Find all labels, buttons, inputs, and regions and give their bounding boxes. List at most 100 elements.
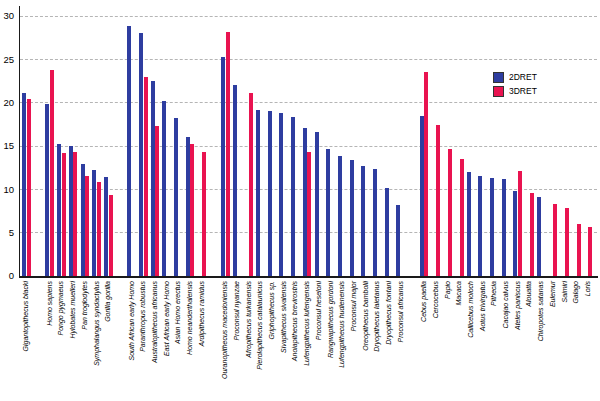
bar-3dret [50, 70, 54, 276]
bar-3dret [202, 152, 206, 276]
x-category-label: Australopithecus africanus [151, 281, 159, 363]
legend-label-2dret: 2DRET [509, 72, 537, 82]
x-category-label: Pongo pygmaeus [57, 281, 65, 335]
bar-2dret [490, 178, 494, 276]
x-category-label: Cercocebus [432, 281, 440, 318]
x-category-label: Dryopithecus fontani [385, 281, 393, 345]
bar-2dret [256, 110, 260, 276]
bar-2dret [502, 179, 506, 276]
bar-3dret [249, 93, 253, 276]
bar-2dret [127, 26, 131, 276]
bar-3dret [530, 193, 534, 276]
bar-2dret [186, 137, 190, 276]
gridline-25 [20, 59, 597, 60]
bar-2dret [315, 132, 319, 276]
x-axis-line [19, 276, 598, 278]
bar-3dret [553, 204, 557, 276]
x-category-label: Saimiri [561, 281, 569, 302]
y-tick-label: 5 [0, 228, 14, 238]
bar-2dret [279, 113, 283, 276]
bar-3dret [144, 77, 148, 276]
bar-3dret [190, 144, 194, 276]
bar-2dret [338, 156, 342, 276]
bar-3dret [109, 195, 113, 276]
bar-2dret [268, 111, 272, 276]
bar-3dret [97, 182, 101, 276]
bar-3dret [85, 176, 89, 276]
bar-3dret [460, 159, 464, 276]
x-category-label: Ouranopithecus macedoniensis [221, 281, 229, 379]
bar-3dret [155, 126, 159, 276]
bar-2dret [57, 144, 61, 276]
x-category-label: Proconsul nyanzae [233, 281, 241, 341]
bar-2dret [361, 166, 365, 276]
bar-2dret [303, 128, 307, 276]
x-category-label: Loris [584, 281, 592, 296]
gridline-15 [20, 146, 597, 147]
bar-2dret [396, 205, 400, 276]
bar-3dret [226, 32, 230, 276]
x-category-label: Chiropotes satanas [537, 281, 545, 341]
bar-3dret [588, 227, 592, 276]
x-category-label: Ardipithecus ramidus [198, 281, 206, 346]
y-tick-label: 15 [0, 141, 14, 151]
x-category-label: Hylobates muelleri [69, 281, 77, 339]
bar-2dret [291, 117, 295, 276]
bar-2dret [513, 191, 517, 276]
x-category-label: Alouatta [525, 281, 533, 307]
bar-2dret [420, 116, 424, 276]
x-category-label: Callicebus moloch [467, 281, 475, 338]
x-category-label: Papio [444, 281, 452, 299]
y-axis-line [19, 6, 21, 278]
x-category-label: Asian Homo erectus [174, 281, 182, 344]
x-category-label: Homo sapiens [46, 281, 54, 326]
x-category-label: Griphopithecus sp. [268, 281, 276, 339]
bar-2dret [45, 104, 49, 276]
bar-2dret [350, 160, 354, 276]
bar-2dret [373, 169, 377, 276]
x-category-label: South African early Homo [128, 281, 136, 361]
x-category-label: Cebus paella [420, 281, 428, 322]
x-category-label: Proconsul africanus [397, 281, 405, 342]
gridline-30 [20, 16, 597, 17]
bar-2dret [92, 170, 96, 276]
x-category-label: Pierolapithecus catalaunicus [256, 281, 264, 370]
bar-3dret [577, 224, 581, 276]
x-category-label: Lufengpithecus lufengensis [303, 281, 311, 366]
x-category-label: Symphalangus syndactylus [93, 281, 101, 366]
legend-label-3dret: 3DRET [509, 86, 537, 96]
x-category-label: Rangwapithecus gordoni [327, 281, 335, 358]
x-category-label: Sivapithecus sivalensis [280, 281, 288, 353]
x-category-label: Galago [572, 281, 580, 304]
x-category-label: Oreopithecus bambolii [362, 281, 370, 351]
x-category-label: Afropithecus turkanensis [245, 281, 253, 358]
x-category-label: Anoiapithecus brevirostris [291, 281, 299, 361]
legend-item-2dret: 2DRET [493, 70, 537, 84]
y-tick-label: 25 [0, 55, 14, 65]
bar-3dret [424, 72, 428, 276]
legend-item-3dret: 3DRET [493, 84, 537, 98]
bar-2dret [139, 33, 143, 276]
y-tick-label: 0 [0, 271, 14, 281]
bar-3dret [565, 208, 569, 276]
gridline-20 [20, 102, 597, 103]
bar-3dret [448, 149, 452, 276]
x-category-label: Ateles paniscus [514, 281, 522, 330]
x-category-label: Proconsul major [350, 281, 358, 332]
bar-2dret [81, 164, 85, 276]
x-category-label: Proconsul heseloni [315, 281, 323, 340]
bar-3dret [62, 153, 66, 276]
x-category-label: Gigantopithecus blacki [22, 281, 30, 351]
x-category-label: East African early Homo [163, 281, 171, 356]
bar-2dret [69, 146, 73, 276]
x-category-label: Homo neanderthalensis [186, 281, 194, 355]
x-category-label: Dryopithecus laietanus [373, 281, 381, 352]
bar-2dret [385, 188, 389, 276]
bar-2dret [221, 57, 225, 276]
x-category-label: Paranthropus robustus [139, 281, 147, 352]
bar-3dret [436, 125, 440, 276]
y-tick-label: 20 [0, 98, 14, 108]
bar-2dret [151, 81, 155, 276]
x-category-label: Pithecia [490, 281, 498, 306]
bar-2dret [174, 118, 178, 276]
